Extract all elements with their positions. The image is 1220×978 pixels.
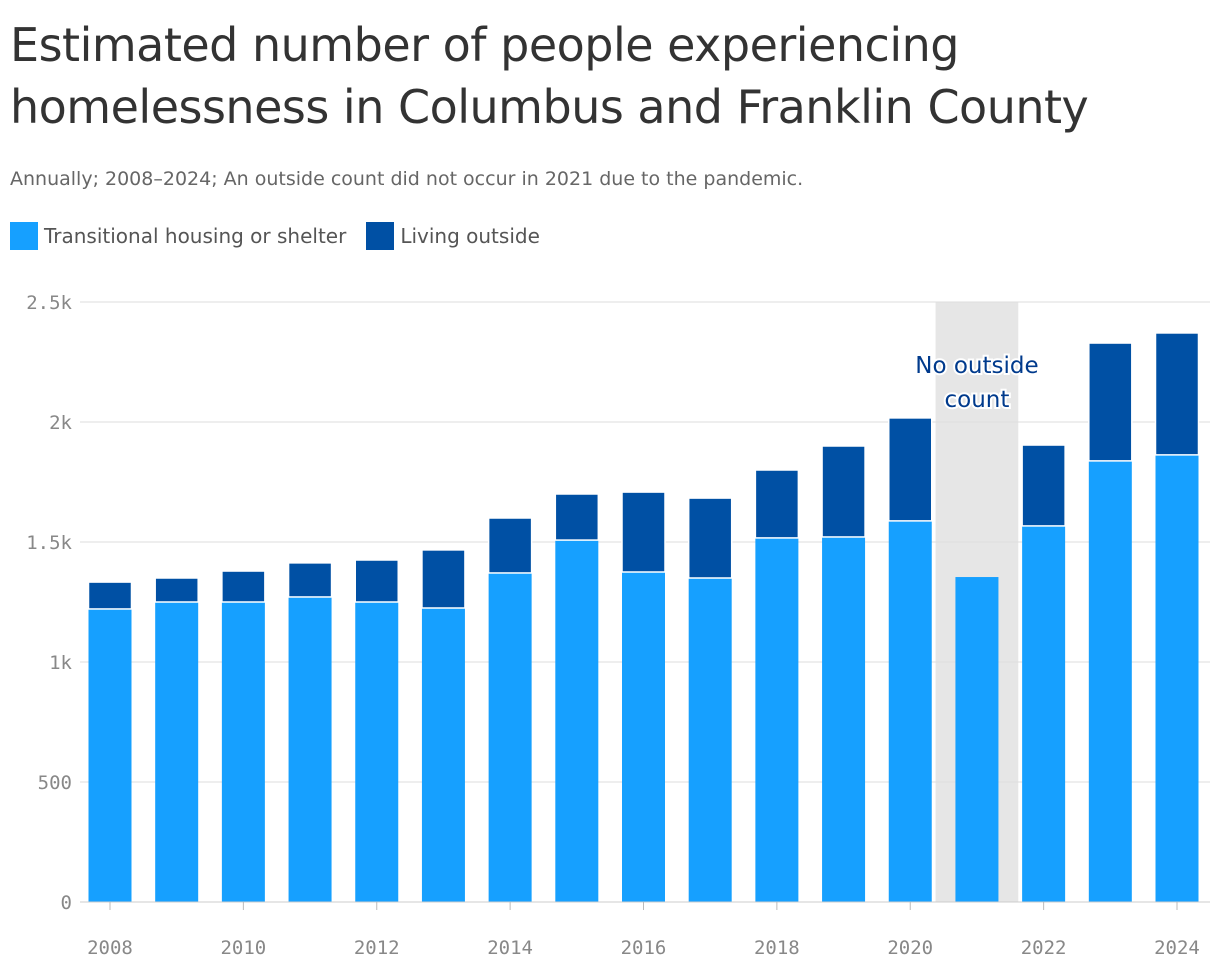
bar-outside-2023	[1088, 342, 1133, 462]
bar-outside-2010	[221, 570, 266, 603]
bar-shelter-2010	[221, 602, 265, 902]
bar-outside-2008	[87, 581, 133, 610]
bar-shelter-2024	[1155, 454, 1199, 902]
y-tick-label: 0	[61, 892, 72, 914]
x-tick-label: 2020	[887, 937, 933, 959]
legend-swatch-shelter	[10, 222, 38, 250]
x-tick-label: 2010	[220, 937, 266, 959]
bar-outside-2014	[487, 517, 533, 574]
y-tick-label: 1.5k	[26, 532, 72, 554]
bar-outside-2015	[554, 493, 600, 541]
bar-outside-2019	[821, 445, 866, 538]
x-tick-label: 2012	[354, 937, 400, 959]
x-tick-label: 2014	[487, 937, 533, 959]
legend-swatch-outside	[366, 222, 395, 250]
bar-shelter-2018	[755, 537, 799, 902]
x-tick-label: 2016	[621, 937, 667, 959]
bar-shelter-2021	[955, 577, 999, 902]
y-tick-label: 500	[38, 772, 72, 794]
legend-item-outside: Living outside	[366, 222, 540, 250]
bar-outside-2009	[154, 577, 199, 603]
x-tick-label: 2022	[1021, 937, 1067, 959]
bar-outside-2016	[621, 491, 666, 573]
legend-label-shelter: Transitional housing or shelter	[44, 224, 347, 248]
bar-shelter-2019	[822, 536, 866, 902]
bar-shelter-2017	[688, 578, 732, 902]
bar-shelter-2013	[421, 608, 465, 902]
bar-outside-2022	[1021, 444, 1066, 527]
y-tick-label: 2k	[49, 412, 72, 434]
bar-shelter-2009	[155, 602, 199, 902]
chart-title: Estimated number of people experiencing …	[10, 18, 1089, 134]
bar-outside-2017	[687, 497, 733, 579]
bar-shelter-2023	[1088, 460, 1132, 902]
x-tick-label: 2018	[754, 937, 800, 959]
legend-label-outside: Living outside	[400, 224, 540, 248]
bar-shelter-2016	[622, 572, 665, 902]
bar-outside-2020	[888, 417, 933, 522]
x-tick-label: 2008	[87, 937, 133, 959]
bar-shelter-2015	[555, 540, 599, 902]
annotation-text: count	[944, 387, 1009, 413]
bar-outside-2024	[1154, 332, 1200, 456]
annotation-text: No outside	[915, 353, 1038, 379]
bar-outside-2011	[287, 562, 333, 598]
bar-shelter-2022	[1022, 525, 1066, 902]
x-tick-label: 2024	[1154, 937, 1200, 959]
bar-outside-2018	[754, 469, 800, 539]
legend: Transitional housing or shelter Living o…	[10, 222, 540, 250]
bar-outside-2012	[354, 559, 399, 603]
bar-shelter-2008	[88, 608, 132, 902]
bar-outside-2013	[421, 549, 466, 609]
y-tick-label: 1k	[49, 652, 72, 674]
bar-shelter-2011	[288, 596, 332, 902]
y-tick-label: 2.5k	[26, 292, 72, 314]
chart-subtitle: Annually; 2008–2024; An outside count di…	[10, 168, 804, 190]
bar-shelter-2020	[888, 520, 932, 902]
bar-shelter-2014	[488, 572, 532, 902]
legend-item-shelter: Transitional housing or shelter	[10, 222, 346, 250]
bar-shelter-2012	[355, 602, 399, 902]
